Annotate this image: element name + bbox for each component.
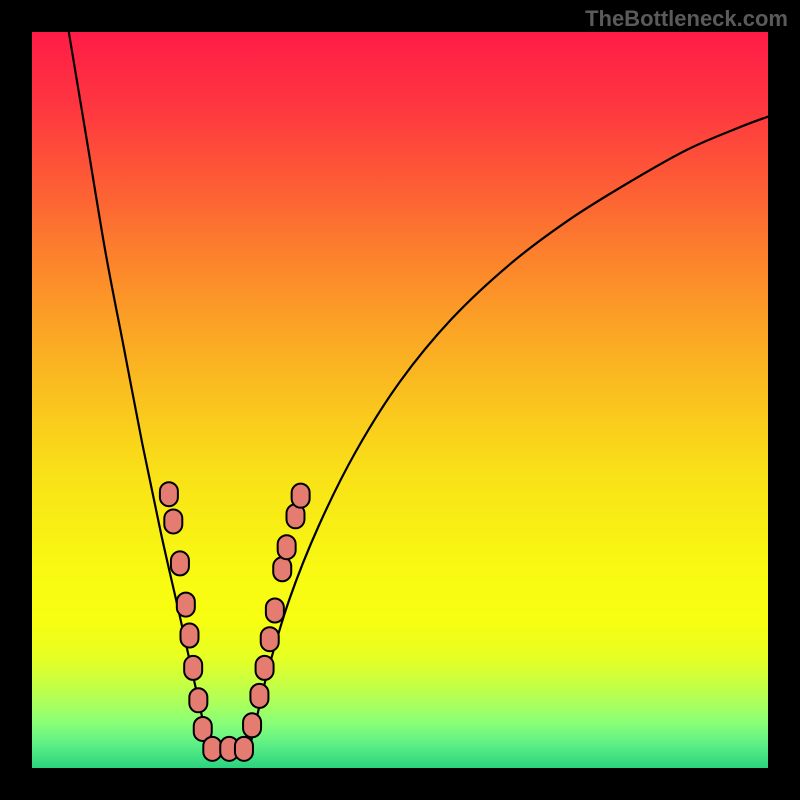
data-marker [278, 535, 296, 559]
data-marker [171, 551, 189, 575]
data-marker [184, 656, 202, 680]
data-marker [266, 599, 284, 623]
data-marker [203, 737, 221, 761]
data-marker [189, 688, 207, 712]
chart-frame: TheBottleneck.com [0, 0, 800, 800]
watermark-text: TheBottleneck.com [585, 6, 788, 32]
data-marker [292, 484, 310, 508]
plot-svg [32, 32, 768, 768]
data-marker [181, 624, 199, 648]
data-marker [235, 737, 253, 761]
data-marker [164, 509, 182, 533]
data-marker [160, 482, 178, 506]
data-marker [243, 713, 261, 737]
plot-area [32, 32, 768, 768]
data-marker [261, 627, 279, 651]
data-marker [177, 593, 195, 617]
data-marker [256, 656, 274, 680]
gradient-background [32, 32, 768, 768]
data-marker [250, 684, 268, 708]
data-marker [273, 557, 291, 581]
